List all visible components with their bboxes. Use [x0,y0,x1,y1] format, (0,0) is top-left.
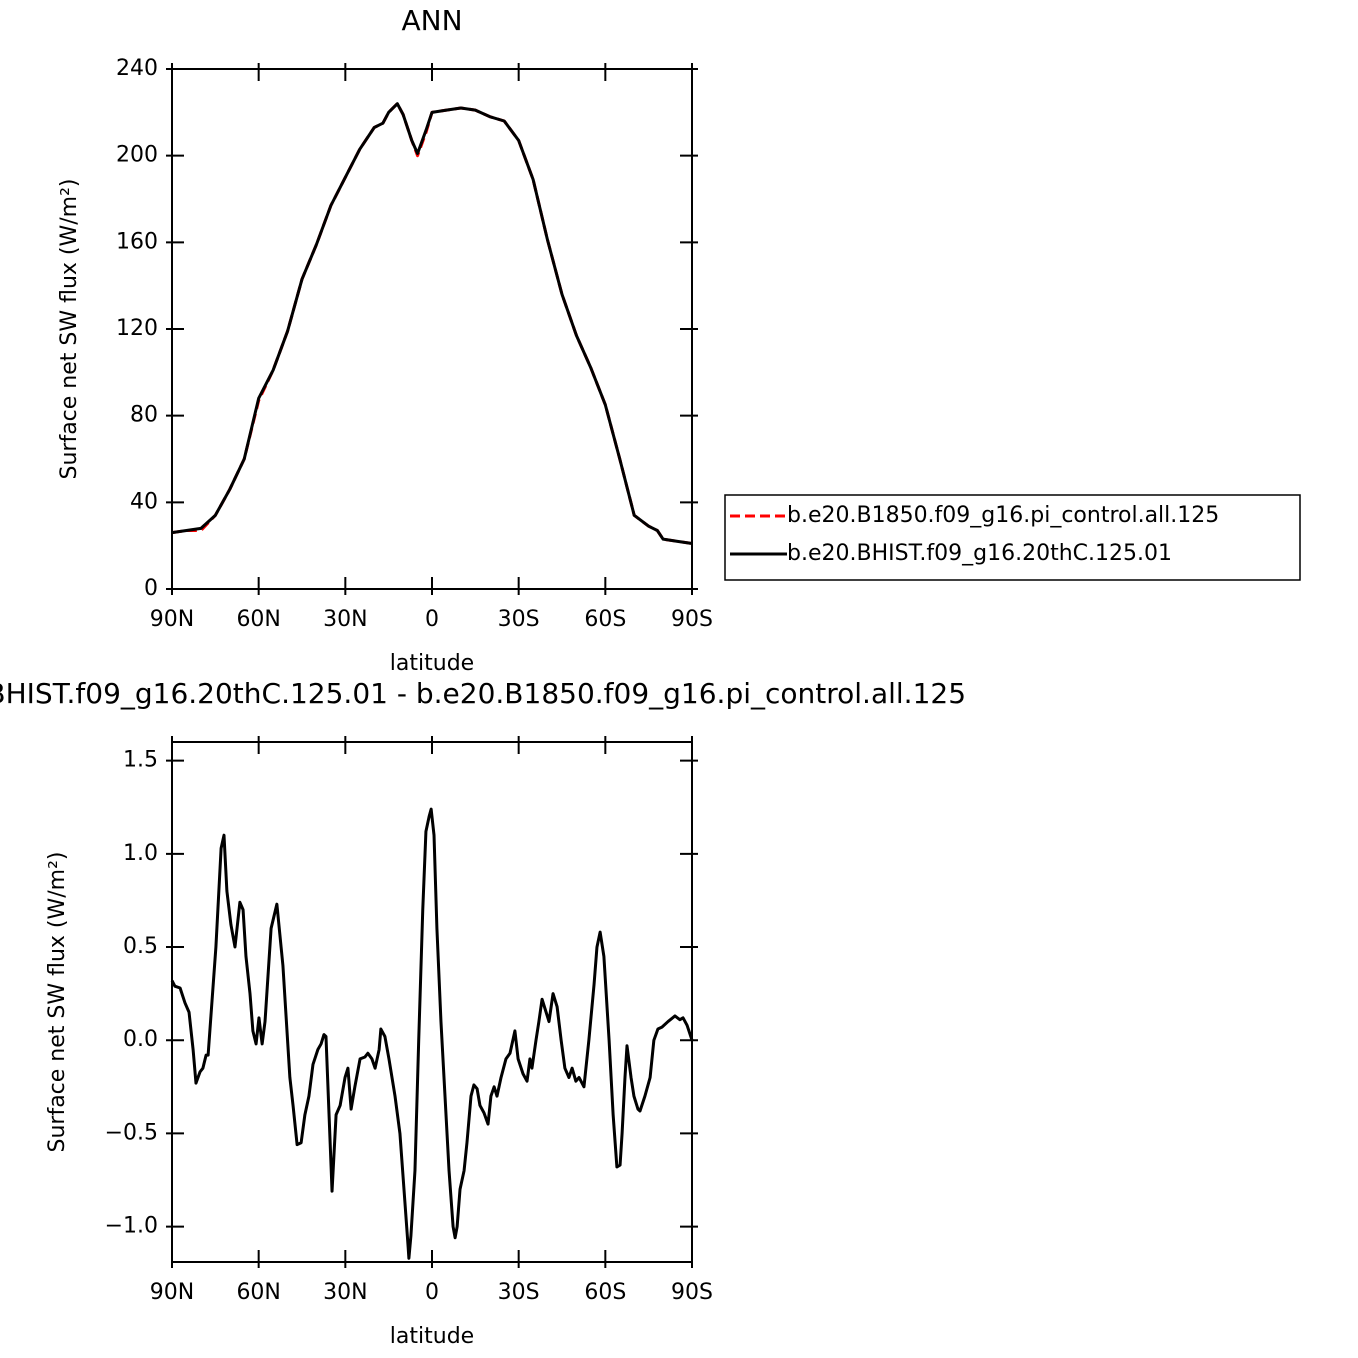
y-tick-label: 200 [116,143,158,168]
y-axis-label: Surface net SW flux (W/m²) [57,178,82,479]
legend-box [724,494,1301,581]
x-tick-label: 30N [323,1280,367,1305]
y-tick-label: 80 [130,403,158,428]
x-tick-label: 90S [671,607,713,632]
x-tick-label: 90N [150,1280,194,1305]
x-tick-label: 60S [584,607,626,632]
y-tick-label: −0.5 [105,1120,158,1145]
x-tick-label: 30S [498,607,540,632]
data-line [171,102,693,545]
y-tick-label: 1.5 [123,748,158,773]
x-tick-label: 30S [498,1280,540,1305]
y-tick-label: 0.5 [123,934,158,959]
data-line [170,807,694,1260]
plot-frame [171,741,693,1263]
x-tick-label: 60S [584,1280,626,1305]
y-axis-label: Surface net SW flux (W/m²) [45,851,70,1152]
x-tick-label: 30N [323,607,367,632]
legend-label: b.e20.BHIST.f09_g16.20thC.125.01 [787,541,1172,566]
x-tick-label: 60N [236,1280,280,1305]
y-tick-label: 40 [130,489,158,514]
y-tick-label: 0 [144,576,158,601]
y-tick-label: −1.0 [105,1214,158,1239]
y-tick-label: 120 [116,316,158,341]
legend-label: b.e20.B1850.f09_g16.pi_control.all.125 [787,503,1219,528]
y-tick-label: 240 [116,56,158,81]
x-tick-label: 90N [150,607,194,632]
x-axis-label: latitude [390,1324,474,1349]
x-tick-label: 0 [425,1280,439,1305]
x-tick-label: 90S [671,1280,713,1305]
y-tick-label: 160 [116,229,158,254]
chart-title: ANN [401,4,462,37]
x-axis-label: latitude [390,651,474,676]
x-tick-label: 60N [236,607,280,632]
data-line [171,102,693,545]
x-tick-label: 0 [425,607,439,632]
y-tick-label: 1.0 [123,841,158,866]
plot-frame [171,68,693,590]
y-tick-label: 0.0 [123,1027,158,1052]
chart-title: b.e20.BHIST.f09_g16.20thC.125.01 - b.e20… [0,677,966,710]
